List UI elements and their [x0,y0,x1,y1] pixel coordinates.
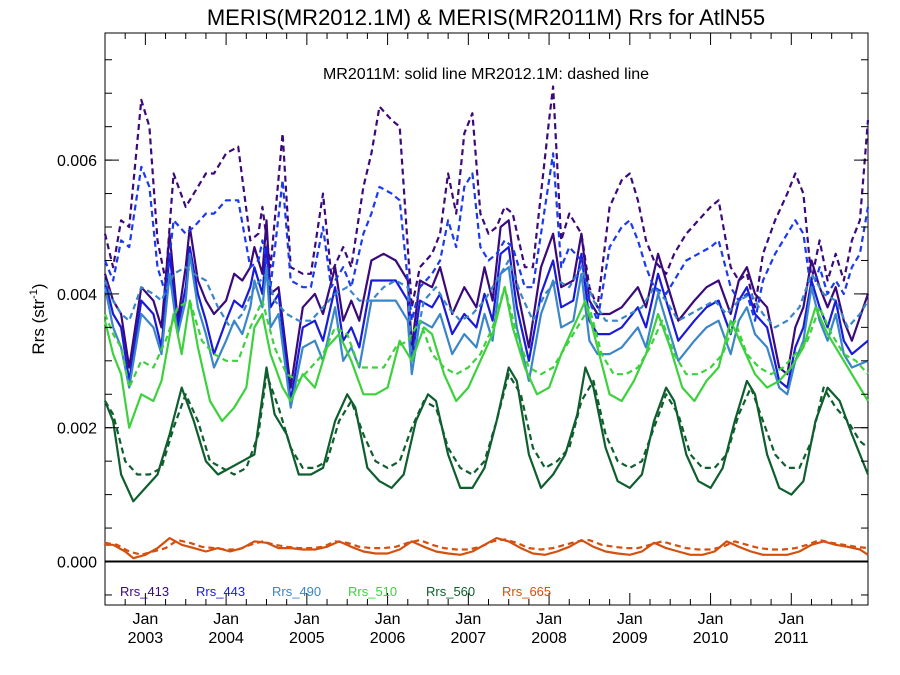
legend-item-rrs-490: Rrs_490 [272,584,321,599]
x-axis: Jan 2003 Jan 2004 Jan 2005 Jan 2006 Jan 2007 Jan 20… [104,33,853,647]
y-tick-label: 0.004 [57,287,97,304]
series-line-3 [103,152,870,322]
x-tick-year: 2008 [531,630,567,647]
legend-item-rrs-665: Rrs_665 [502,584,551,599]
x-tick-month: Jan [213,611,239,628]
x-tick-year: 2011 [774,630,809,647]
y-axis: 0.000 0.002 0.004 0.006 [57,59,868,596]
series-line-5 [103,259,869,362]
x-tick-month: Jan [536,611,562,628]
x-tick-month: Jan [778,611,804,628]
x-tick-month: Jan [617,611,643,628]
y-axis-label: Rrs (str-1) [28,283,48,354]
series-line-0 [103,219,870,389]
series-line-6 [103,286,869,429]
y-tick-label: 0.000 [57,555,97,572]
x-tick-year: 2009 [612,630,648,647]
y-tick-label: 0.006 [57,153,97,170]
line-style-annotation: MR2011M: solid line MR2012.1M: dashed li… [323,66,649,83]
x-tick-month: Jan [455,611,481,628]
x-tick-year: 2004 [208,630,244,647]
x-tick-month: Jan [132,611,158,628]
series-line-9 [104,373,869,476]
legend-item-rrs-413: Rrs_413 [120,584,169,599]
series-layer [103,85,870,560]
series-line-2 [103,246,869,403]
x-tick-year: 2005 [289,630,325,647]
series-line-1 [103,85,870,309]
series-line-11 [104,538,869,556]
x-tick-month: Jan [375,611,401,628]
legend-item-rrs-510: Rrs_510 [348,584,397,599]
legend: Rrs_413 Rrs_443 Rrs_490 Rrs_510 Rrs_560 Rrs_6… [120,584,551,599]
series-line-8 [103,366,870,503]
x-tick-year: 2007 [451,630,487,647]
plot-frame [104,32,869,606]
chart-title: MERIS(MR2012.1M) & MERIS(MR2011M) Rrs fo… [207,5,765,30]
y-tick-label: 0.002 [57,421,97,438]
x-tick-month: Jan [294,611,320,628]
series-line-7 [103,286,869,389]
series-line-4 [103,252,869,409]
x-tick-year: 2010 [693,630,729,647]
x-tick-year: 2006 [370,630,406,647]
legend-item-rrs-443: Rrs_443 [196,584,245,599]
x-tick-year: 2003 [128,630,164,647]
x-tick-month: Jan [698,611,724,628]
legend-item-rrs-560: Rrs_560 [426,584,475,599]
